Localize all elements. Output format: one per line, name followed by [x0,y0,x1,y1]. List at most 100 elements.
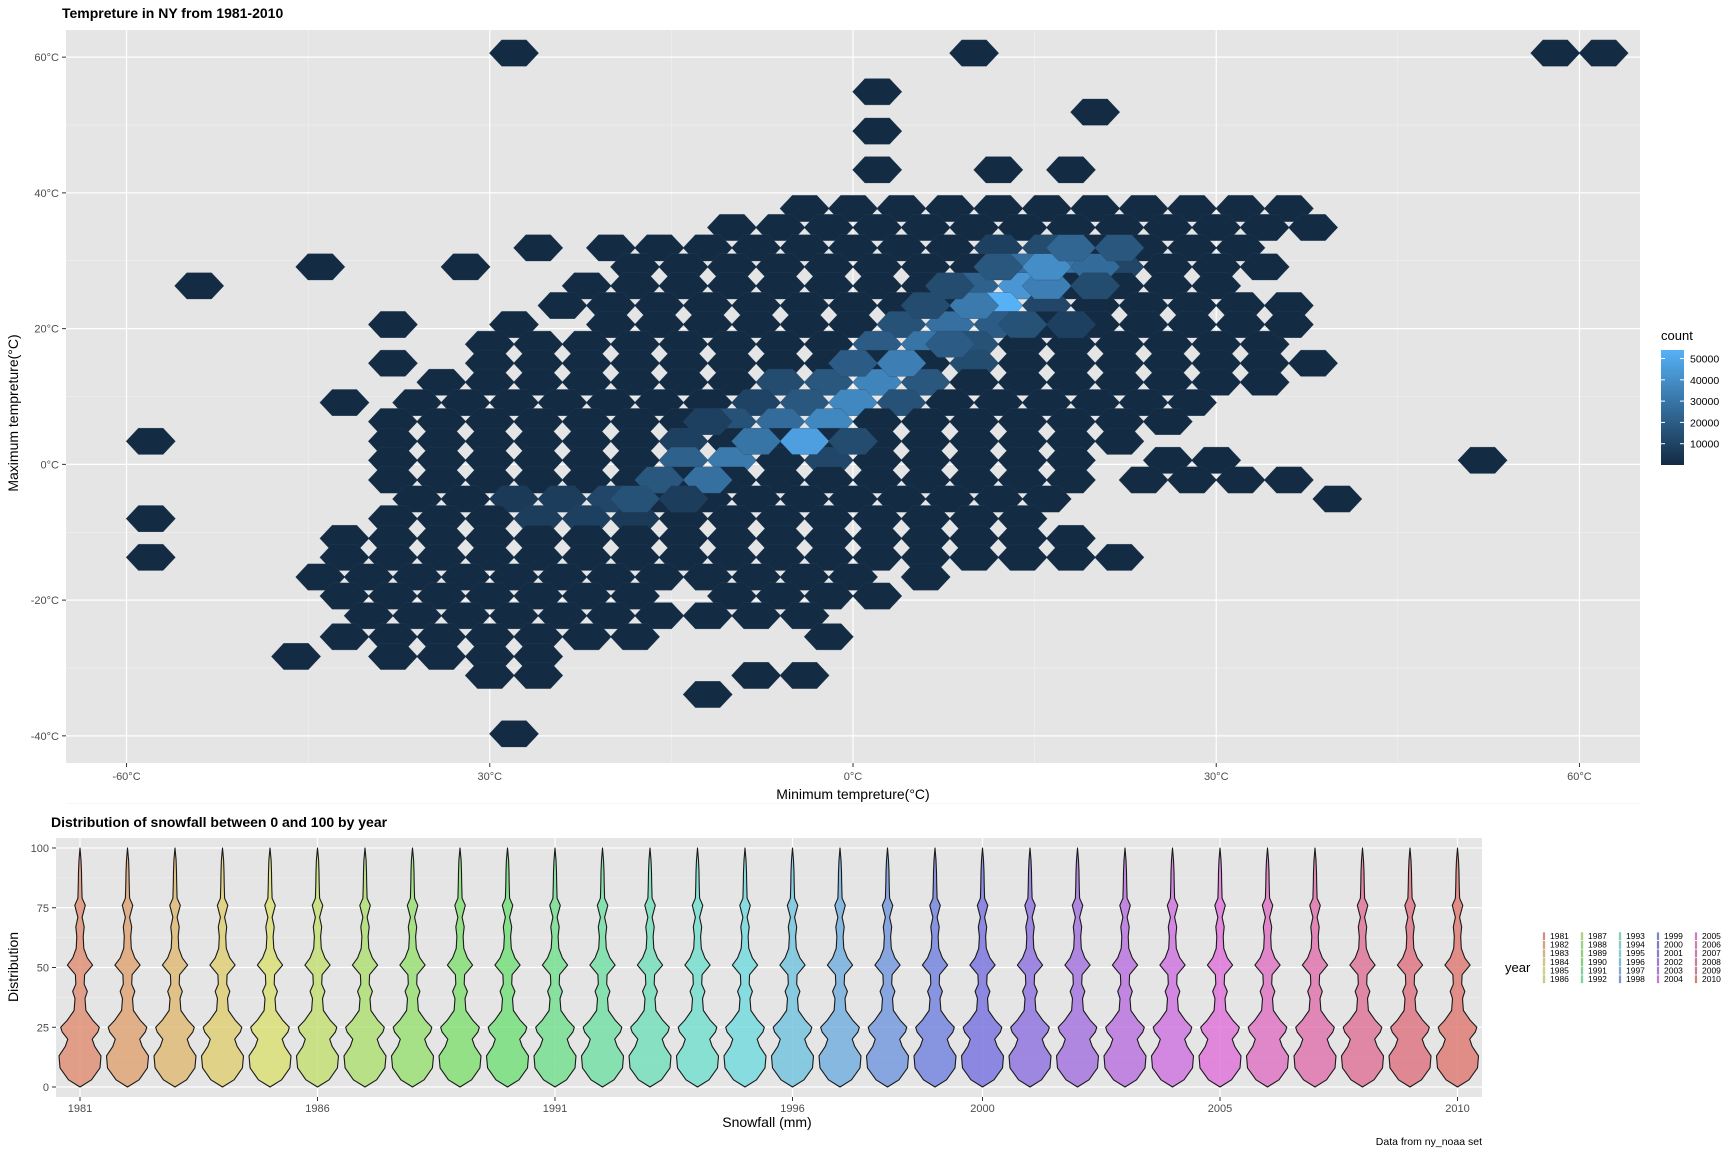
hexbin-y-tick-label: -40°C [31,731,59,743]
hexbin-x-tick-label: 60°C [1567,771,1592,783]
violin-1997 [818,847,862,1088]
violin-x-tick-label: 1996 [780,1103,804,1115]
violin-legend-label: 1982 [1550,940,1569,950]
hexbin-legend-colorbar [1661,350,1684,465]
violin-2008 [1340,847,1385,1088]
violin-2010 [1435,847,1480,1088]
hexbin-cell [125,544,176,571]
violin-1983 [153,847,197,1088]
caption: Data from ny_noaa set [1376,1136,1482,1148]
violin-legend-key [1542,940,1546,949]
violin-legend-label: 1996 [1626,957,1645,967]
violin-legend-label: 2000 [1664,940,1683,950]
hexbin-title: Tempreture in NY from 1981-2010 [62,5,283,21]
violin-y-tick-label: 50 [37,963,49,975]
hexbin-cell [1457,446,1508,474]
violin-2000 [960,847,1005,1088]
violin-legend-label: 1990 [1588,957,1607,967]
violin-legend-key [1542,966,1546,975]
hexbin-cell [852,582,903,610]
hexbin-cell [779,602,830,630]
hexbin-cell [1312,485,1363,513]
violin-legend-key [1542,958,1546,966]
violin-shapes [58,847,1480,1088]
violin-legend-key [1694,975,1698,984]
hexbin-cell [174,272,225,300]
violin-legend-key [1618,932,1622,941]
violin-legend-key [1656,949,1660,958]
violin-x-tick-label: 1981 [68,1103,92,1115]
hexbin-cell [852,117,903,145]
violin-legend-key [1542,975,1546,984]
hexbin-cell [658,485,709,513]
violin-legend-label: 1988 [1588,940,1607,950]
hexbin-cell [1288,349,1338,377]
violin-legend-label: 1981 [1550,931,1569,941]
hexbin-cell [924,272,975,300]
violin-x-tick-label: 2005 [1208,1103,1232,1115]
violin-legend-label: 1998 [1626,974,1645,984]
hexbin-x-tick-label: 0°C [844,771,863,783]
hexbin-legend-label: 40000 [1690,375,1719,387]
violin-2004 [1150,847,1195,1088]
violin-legend-key [1694,940,1698,949]
violin-1992 [580,847,625,1088]
hexbin-cell [852,78,903,106]
violin-legend-label: 1997 [1626,965,1645,975]
violin-legend-key [1694,958,1698,966]
violin-legend-key [1656,958,1660,966]
hexbin-cell [682,681,733,708]
violin-legend-key [1580,932,1584,941]
violin-x-tick-label: 1991 [543,1103,567,1115]
hexbin-cell [610,623,660,651]
hexbin-axes: -60°C 30°C 0°C 30°C 60°C 60°C 40°C 20°C 0°C -20°C… [31,52,1592,783]
violin-legend-label: 1991 [1588,965,1607,975]
violin-1981 [58,847,102,1088]
violin-1991 [533,847,577,1088]
violin-legend-key [1580,975,1584,984]
hexbin-cell [828,349,878,377]
hexbin-x-tick-label: 30°C [1204,771,1229,783]
hexbin-cell [1263,466,1314,494]
hexbin-cell [368,311,418,338]
violin-legend-label: 1987 [1588,931,1607,941]
hexbin-cell [1263,311,1314,338]
violin-legend-label: 2008 [1702,957,1721,967]
hexbin-y-tick-label: 20°C [34,324,59,336]
hexbin-x-axis-title: Minimum tempreture(°C) [776,786,929,802]
hexbin-legend-label: 20000 [1690,417,1719,429]
hexbin-cell [125,505,176,532]
hexbin-cell [973,156,1024,184]
hexbin-cell [319,389,370,416]
violin-y-tick-label: 100 [31,843,49,855]
hexbin-cell [1046,156,1096,184]
hexbin-cell [682,408,733,435]
violin-y-tick-label: 25 [37,1022,49,1034]
hexbin-cell [125,427,176,455]
violin-1987 [343,847,387,1088]
hexbin-cell [513,234,564,262]
violin-legend-label: 1986 [1550,974,1569,984]
violin-legend-label: 1993 [1626,931,1645,941]
hexbin-cell [1142,408,1193,435]
violin-legend-key [1656,966,1660,975]
violin-legend-label: 1995 [1626,948,1645,958]
hexbin-cell [1070,272,1121,300]
hexbin-y-tick-label: 40°C [34,188,59,200]
hexbin-cell [924,330,975,358]
violin-legend-key [1542,932,1546,941]
violin-legend-title: year [1505,960,1531,975]
violin-legend-label: 2007 [1702,948,1721,958]
violin-legend-key [1656,975,1660,984]
violin-1993 [628,847,672,1088]
violin-legend-label: 1999 [1664,931,1683,941]
hexbin-x-tick-label: 30°C [477,771,502,783]
violin-legend-label: 2004 [1664,974,1683,984]
violin-1989 [438,847,482,1088]
violin-y-tick-label: 75 [37,903,49,915]
violin-legend-label: 1983 [1550,948,1569,958]
violin-1986 [295,847,340,1088]
violin-1998 [865,847,910,1088]
